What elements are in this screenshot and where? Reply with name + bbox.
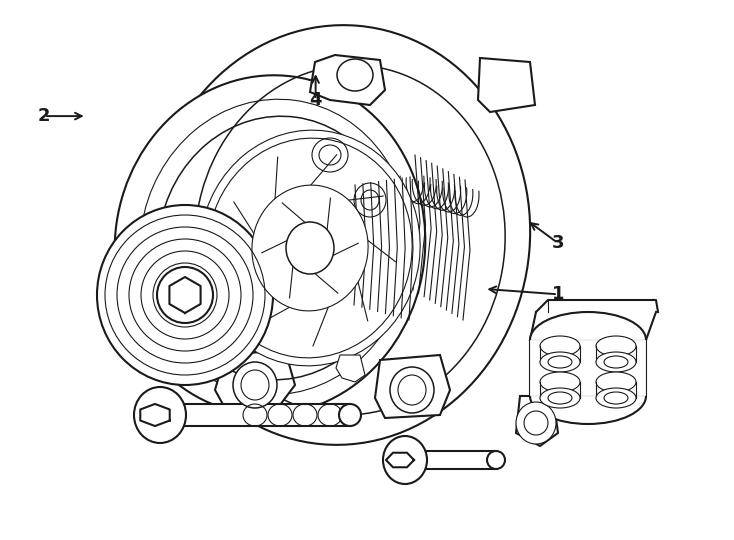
Ellipse shape: [596, 372, 636, 392]
Polygon shape: [336, 355, 365, 382]
Ellipse shape: [596, 388, 636, 408]
Polygon shape: [140, 404, 170, 426]
Polygon shape: [170, 268, 215, 325]
Polygon shape: [386, 453, 414, 467]
Ellipse shape: [516, 402, 556, 444]
Ellipse shape: [286, 222, 334, 274]
Ellipse shape: [354, 183, 386, 217]
Ellipse shape: [157, 267, 213, 323]
Ellipse shape: [390, 367, 434, 413]
Ellipse shape: [312, 138, 348, 172]
Ellipse shape: [530, 312, 646, 368]
Ellipse shape: [134, 387, 186, 443]
Ellipse shape: [233, 362, 277, 408]
Text: 4: 4: [309, 91, 322, 109]
Polygon shape: [215, 350, 295, 408]
Ellipse shape: [530, 368, 646, 424]
Polygon shape: [170, 277, 200, 313]
Polygon shape: [310, 55, 385, 105]
Polygon shape: [478, 58, 535, 112]
Ellipse shape: [150, 25, 530, 445]
Ellipse shape: [337, 59, 373, 91]
Ellipse shape: [540, 336, 580, 356]
Ellipse shape: [540, 352, 580, 372]
Polygon shape: [375, 355, 450, 418]
Ellipse shape: [540, 388, 580, 408]
Ellipse shape: [195, 232, 225, 264]
Polygon shape: [516, 396, 558, 446]
Ellipse shape: [540, 372, 580, 392]
Ellipse shape: [339, 404, 361, 426]
Ellipse shape: [487, 451, 505, 469]
Ellipse shape: [97, 205, 273, 385]
Polygon shape: [416, 451, 496, 469]
Ellipse shape: [596, 352, 636, 372]
Ellipse shape: [383, 436, 427, 484]
Polygon shape: [175, 404, 350, 426]
Text: 3: 3: [551, 234, 564, 252]
Ellipse shape: [252, 185, 368, 311]
Text: 2: 2: [37, 107, 51, 125]
Ellipse shape: [596, 336, 636, 356]
Ellipse shape: [115, 75, 425, 415]
Ellipse shape: [200, 304, 230, 336]
Ellipse shape: [200, 130, 420, 366]
Text: 1: 1: [551, 285, 564, 303]
Polygon shape: [530, 340, 646, 396]
